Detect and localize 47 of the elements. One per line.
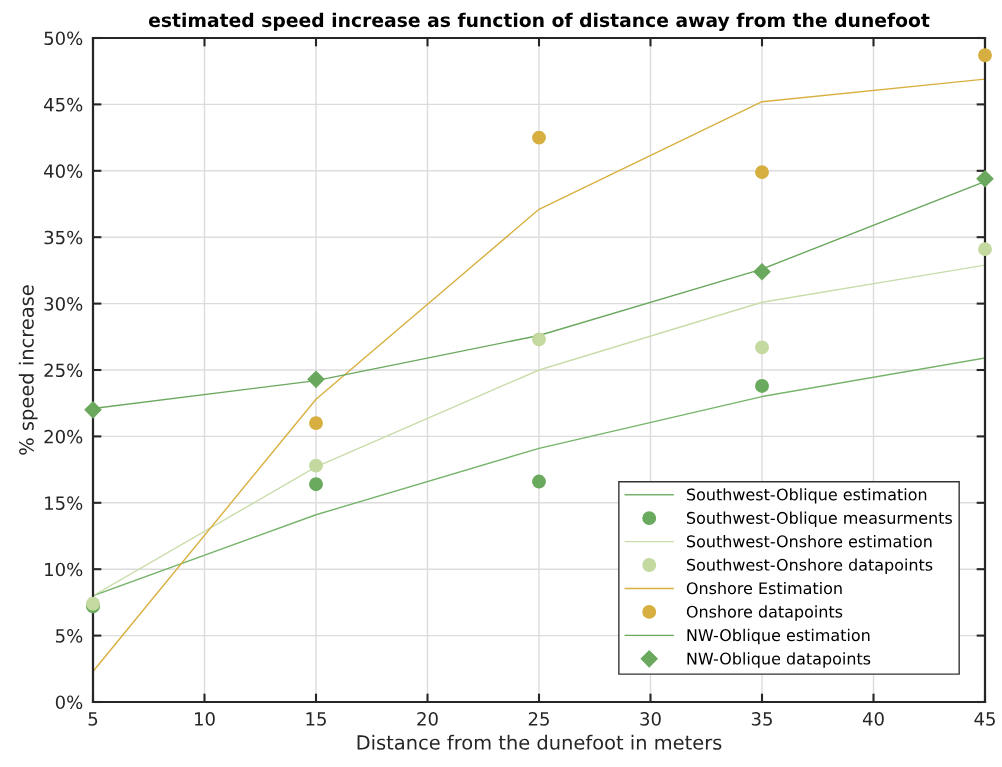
x-tick-label: 25 xyxy=(528,712,549,726)
legend-label: Onshore datapoints xyxy=(686,605,843,621)
x-axis-title: Distance from the dunefoot in meters xyxy=(357,734,722,750)
y-tick-label: 20% xyxy=(44,429,83,444)
y-tick-label: 15% xyxy=(45,496,83,510)
y-tick-label: 35% xyxy=(44,230,83,245)
point xyxy=(755,165,769,180)
point xyxy=(309,458,323,473)
point xyxy=(84,401,102,419)
y-axis-title: % speed increase xyxy=(18,285,38,455)
x-tick-label: 10 xyxy=(195,712,215,726)
x-tick-label: 5 xyxy=(88,712,98,726)
point xyxy=(309,416,323,431)
legend-label: Southwest-Oblique estimation xyxy=(687,488,927,504)
legend-label: Southwest-Oblique measurments xyxy=(687,511,953,528)
point xyxy=(307,370,325,388)
x-tick-label: 45 xyxy=(974,712,995,726)
x-tick-label: 40 xyxy=(862,712,884,726)
y-tick-label: 25% xyxy=(44,363,83,378)
x-tick-label: 20 xyxy=(417,712,438,726)
y-tick-label: 45% xyxy=(44,97,83,112)
y-tick-label: 5% xyxy=(56,629,83,643)
legend-label: Onshore Estimation xyxy=(686,581,842,595)
y-tick-label: 40% xyxy=(44,164,83,178)
x-tick-label: 15 xyxy=(306,712,326,726)
x-tick-label: 30 xyxy=(640,712,661,726)
y-tick-label: 50% xyxy=(44,31,83,46)
y-tick-label: 10% xyxy=(45,562,83,577)
legend-label: Southwest-Onshore datapoints xyxy=(687,558,933,574)
point xyxy=(309,477,323,492)
legend-label: NW-Oblique datapoints xyxy=(687,652,871,668)
point xyxy=(978,242,992,257)
line-series xyxy=(93,78,985,673)
point xyxy=(532,474,546,489)
y-tick-label: 30% xyxy=(44,297,83,311)
point xyxy=(753,263,771,281)
legend-label: Southwest-Onshore estimation xyxy=(687,535,932,548)
point xyxy=(978,48,992,63)
point xyxy=(976,170,994,188)
y-tick-label: 0% xyxy=(55,695,83,710)
legend-label: NW-Oblique estimation xyxy=(687,628,870,645)
point xyxy=(755,340,769,355)
x-tick-label: 35 xyxy=(751,712,772,726)
chart-title: estimated speed increase as function of distance away from the dunefoot xyxy=(148,12,930,31)
point xyxy=(532,332,546,347)
point xyxy=(755,378,769,393)
point xyxy=(532,130,546,145)
